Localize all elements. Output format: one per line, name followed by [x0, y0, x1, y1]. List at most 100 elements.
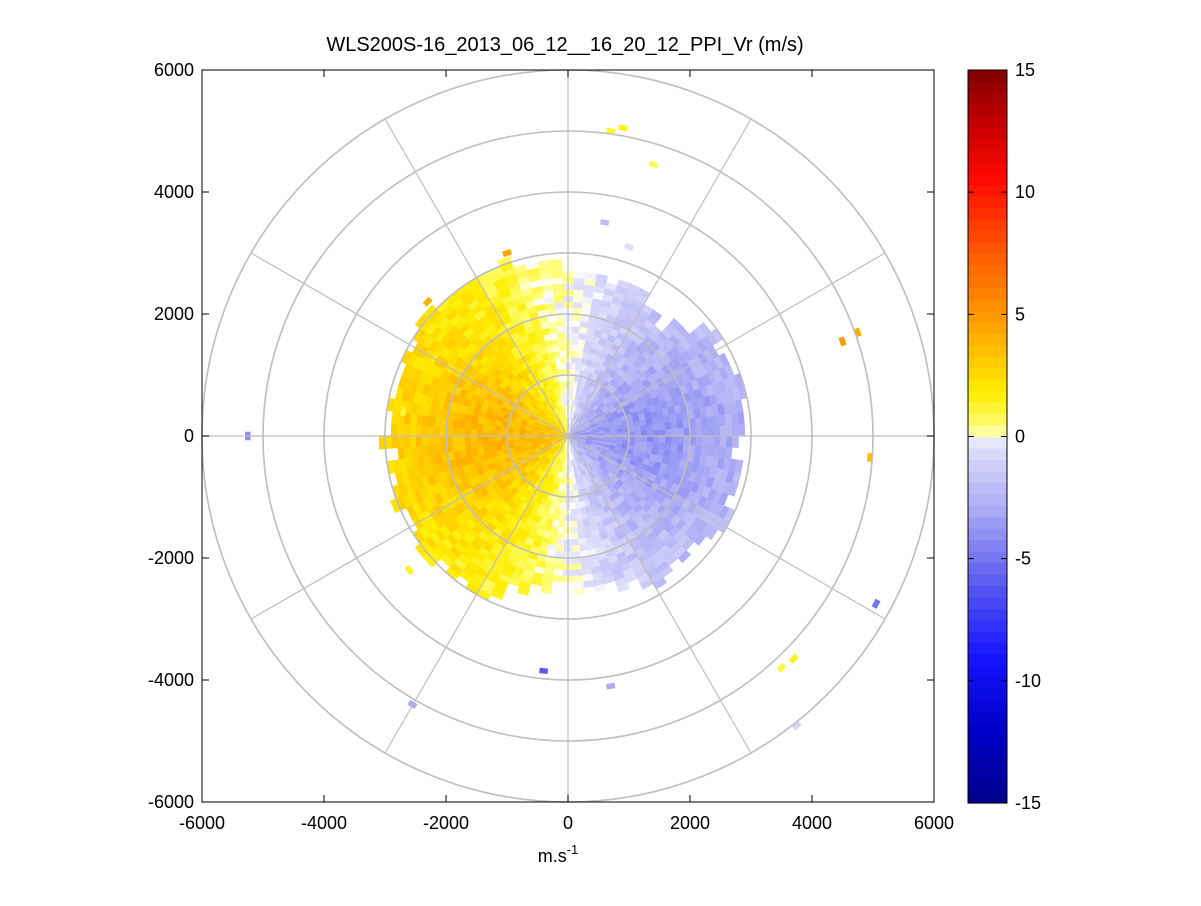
outlier-gate	[607, 685, 615, 686]
colorbar-cell	[968, 379, 1007, 391]
velocity-gate	[552, 284, 563, 291]
velocity-gate	[541, 586, 553, 594]
velocity-gate	[569, 393, 572, 399]
velocity-gate	[416, 436, 423, 447]
velocity-gate	[551, 526, 558, 533]
velocity-gate	[477, 436, 483, 442]
colorbar-cell	[968, 311, 1007, 323]
x-tick-label: -2000	[423, 813, 469, 833]
colorbar-cell	[968, 219, 1007, 231]
velocity-gate	[573, 570, 583, 577]
velocity-gate	[550, 333, 558, 340]
colorbar-cell	[968, 643, 1007, 655]
velocity-gate	[501, 436, 507, 441]
velocity-gate	[501, 431, 507, 436]
velocity-gate	[708, 426, 714, 436]
velocity-gate	[391, 436, 398, 448]
velocity-gate	[489, 431, 495, 437]
velocity-gate	[434, 436, 440, 445]
velocity-gate	[507, 436, 513, 440]
colorbar-cell	[968, 116, 1007, 128]
velocity-gate	[665, 443, 672, 451]
velocity-gate	[634, 441, 641, 447]
velocity-gate	[422, 426, 428, 436]
velocity-gate	[471, 442, 478, 449]
velocity-gate	[422, 436, 428, 446]
velocity-gate	[671, 436, 677, 444]
colorbar-cell	[968, 562, 1007, 574]
velocity-gate	[464, 429, 470, 436]
velocity-gate	[572, 545, 580, 552]
colorbar-cell	[968, 185, 1007, 197]
velocity-gate	[553, 570, 563, 577]
velocity-gate	[574, 271, 586, 278]
colorbar-cell	[968, 528, 1007, 540]
velocity-gate	[653, 423, 660, 430]
colorbar-cell	[968, 207, 1007, 219]
velocity-gate	[489, 436, 495, 442]
velocity-gate	[629, 436, 635, 441]
velocity-gate	[483, 436, 489, 442]
velocity-gate	[575, 363, 581, 370]
velocity-gate	[653, 436, 659, 442]
velocity-gate	[677, 420, 684, 428]
velocity-gate	[696, 436, 702, 445]
velocity-gate	[623, 436, 629, 440]
velocity-gate	[573, 290, 583, 297]
velocity-gate	[571, 357, 577, 364]
velocity-gate	[558, 339, 565, 346]
colorbar-cell	[968, 104, 1007, 116]
velocity-gate	[653, 442, 660, 449]
colorbar-cell	[968, 368, 1007, 380]
colorbar-cell	[968, 620, 1007, 632]
velocity-gate	[495, 431, 501, 436]
velocity-gate	[665, 422, 672, 430]
velocity-gate	[557, 539, 565, 546]
colorbar-cell	[968, 769, 1007, 781]
x-axis-label: m.s-1	[538, 842, 579, 866]
velocity-gate	[576, 351, 583, 358]
velocity-gate	[519, 429, 525, 433]
velocity-gate	[452, 420, 459, 428]
velocity-gate	[554, 302, 564, 309]
colorbar-cell	[968, 242, 1007, 254]
velocity-gate	[573, 302, 583, 309]
velocity-gate	[571, 345, 578, 352]
colorbar-cell	[968, 540, 1007, 552]
velocity-gate	[570, 387, 574, 393]
velocity-gate	[738, 424, 745, 436]
velocity-gate	[452, 428, 458, 436]
velocity-gate	[695, 445, 702, 455]
outlier-gate	[841, 337, 844, 345]
velocity-gate	[495, 426, 502, 432]
velocity-gate	[428, 436, 434, 446]
colorbar-cell	[968, 631, 1007, 643]
velocity-gate	[573, 284, 584, 291]
colorbar-cell	[968, 585, 1007, 597]
velocity-gate	[640, 446, 647, 452]
velocity-gate	[647, 436, 653, 442]
colorbar-cell	[968, 551, 1007, 563]
colorbar-cell	[968, 402, 1007, 414]
y-tick-label: -4000	[148, 670, 194, 690]
velocity-gate	[562, 485, 566, 491]
colorbar-cell	[968, 780, 1007, 792]
velocity-gate	[409, 425, 416, 436]
velocity-gate	[557, 326, 565, 333]
velocity-gate	[465, 422, 472, 430]
velocity-gate	[422, 446, 429, 457]
x-tick-label: 4000	[792, 813, 832, 833]
colorbar-cell	[968, 127, 1007, 139]
colorbar-tick-label: -5	[1015, 549, 1031, 569]
velocity-gate	[572, 320, 580, 327]
colorbar-cell	[968, 162, 1007, 174]
velocity-gate	[665, 436, 671, 443]
velocity-gate	[452, 444, 459, 452]
colorbar-cell	[968, 230, 1007, 242]
velocity-gate	[720, 425, 727, 436]
velocity-gate	[551, 278, 562, 285]
velocity-gate	[671, 421, 678, 429]
